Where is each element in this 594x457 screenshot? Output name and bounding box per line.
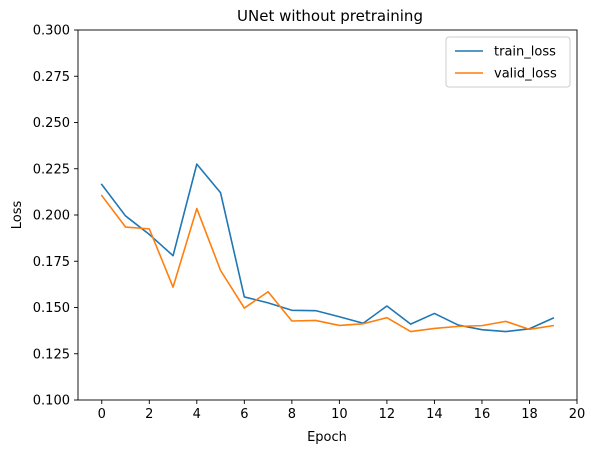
y-tick-label: 0.150 <box>33 301 70 316</box>
x-tick-label: 4 <box>193 407 201 422</box>
x-tick-label: 14 <box>426 407 443 422</box>
x-tick-label: 10 <box>331 407 348 422</box>
legend-label-train-loss: train_loss <box>494 45 556 60</box>
x-tick-label: 0 <box>98 407 106 422</box>
x-tick-label: 12 <box>379 407 396 422</box>
x-axis-label: Epoch <box>307 430 347 445</box>
chart-title: UNet without pretraining <box>237 7 423 25</box>
legend-label-valid-loss: valid_loss <box>494 67 557 82</box>
y-tick-label: 0.100 <box>33 394 70 409</box>
x-tick-label: 18 <box>521 407 538 422</box>
y-tick-label: 0.250 <box>33 116 70 131</box>
y-tick-label: 0.200 <box>33 209 70 224</box>
x-tick-label: 6 <box>240 407 248 422</box>
x-tick-label: 2 <box>145 407 153 422</box>
x-tick-label: 8 <box>288 407 296 422</box>
x-tick-label: 20 <box>569 407 586 422</box>
x-tick-label: 16 <box>474 407 491 422</box>
y-tick-label: 0.125 <box>33 347 70 362</box>
y-tick-label: 0.275 <box>33 70 70 85</box>
y-tick-label: 0.225 <box>33 162 70 177</box>
y-tick-label: 0.175 <box>33 255 70 270</box>
y-axis-label: Loss <box>10 201 25 230</box>
y-tick-label: 0.300 <box>33 24 70 39</box>
